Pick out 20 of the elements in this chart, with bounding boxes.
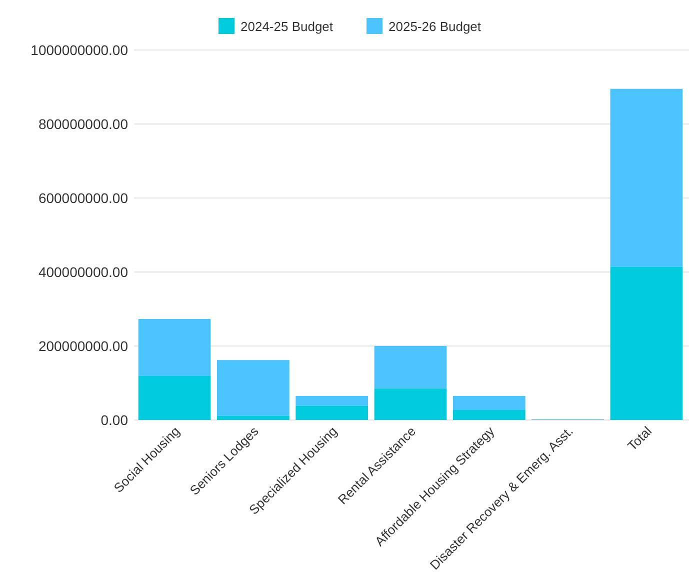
bar (452, 396, 526, 410)
y-tick-label: 600000000.00 (38, 190, 128, 206)
bar (217, 360, 290, 416)
y-tick-label: 800000000.00 (38, 116, 128, 132)
legend-label: 2024-25 Budget (240, 19, 334, 34)
legend-label: 2025-26 Budget (388, 19, 482, 34)
y-tick-label: 0.00 (100, 412, 128, 428)
bar (138, 318, 211, 376)
bar (217, 416, 290, 420)
bar (138, 376, 211, 420)
bar (296, 396, 368, 406)
bar (610, 88, 683, 267)
bar (610, 266, 683, 420)
y-tick-label: 400000000.00 (38, 264, 128, 280)
y-tick-label: 200000000.00 (38, 338, 128, 354)
y-tick-label: 1000000000.00 (30, 42, 128, 58)
bar (374, 346, 447, 388)
bar (452, 410, 526, 420)
bar (374, 388, 447, 420)
bar (296, 406, 368, 420)
